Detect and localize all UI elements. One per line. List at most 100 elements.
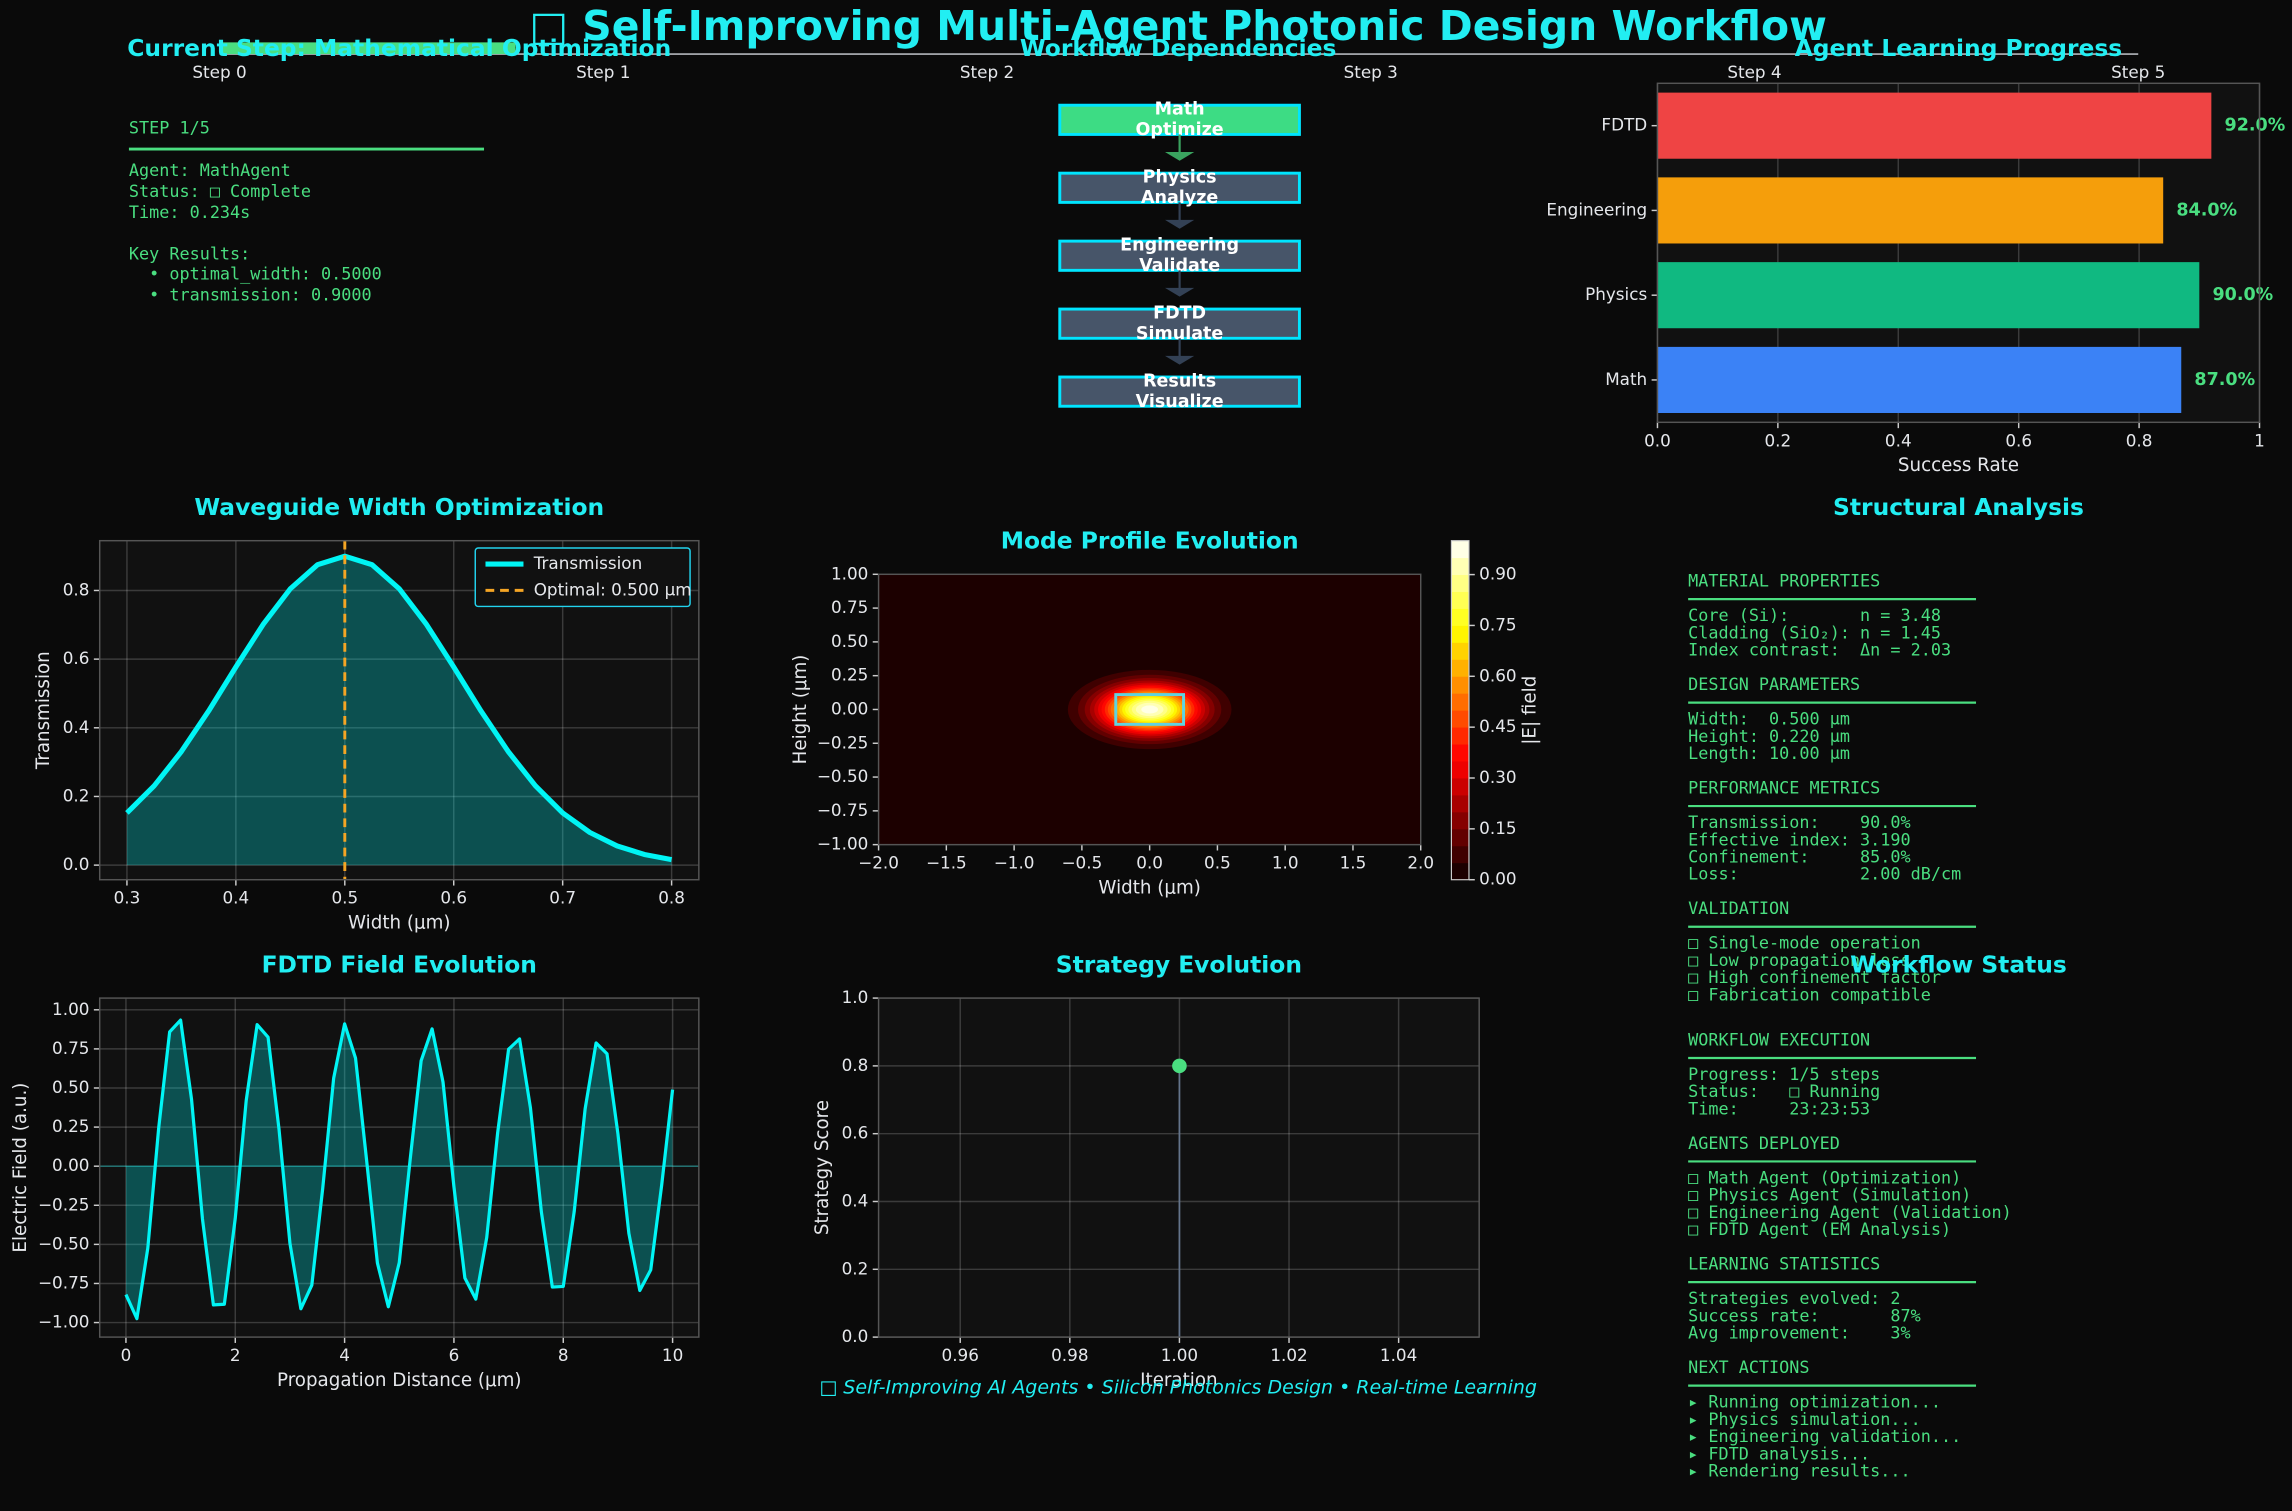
x-axis-label: Width (μm) <box>1098 877 1200 898</box>
step-label: Step 2 <box>960 62 1014 82</box>
x-axis-label: Iteration <box>1140 1370 1217 1391</box>
x-tick-label: −0.5 <box>1061 853 1102 873</box>
chart-title: Strategy Evolution <box>1056 950 1302 978</box>
node-name: Math <box>1155 100 1205 120</box>
section-line: □ Low propagation loss <box>1688 950 1910 970</box>
section-line: Effective index: 3.190 <box>1688 829 1910 849</box>
x-tick-label: 0.6 <box>440 888 467 908</box>
y-tick-label: 0.4 <box>63 717 90 737</box>
arrow-head <box>1164 287 1195 297</box>
point <box>1172 1058 1187 1074</box>
y-tick-label: −0.75 <box>817 800 868 820</box>
x-tick-label: 0.0 <box>1644 430 1671 450</box>
y-tick-label: −0.50 <box>38 1233 89 1253</box>
step-label: Step 3 <box>1344 62 1398 82</box>
step-label: Step 5 <box>2111 62 2165 82</box>
y-tick-label: 0.75 <box>52 1038 89 1058</box>
x-tick-label: 1.5 <box>1340 853 1367 873</box>
section-line: Confinement: 85.0% <box>1688 846 1910 866</box>
node-name: Results <box>1143 371 1216 391</box>
section-heading: AGENTS DEPLOYED <box>1688 1133 1840 1153</box>
result-line: • transmission: 0.9000 <box>129 285 372 305</box>
colorbar-band <box>1451 608 1469 626</box>
section-line: Cladding (SiO₂): n = 1.45 <box>1688 622 1941 642</box>
category-label: Math <box>1605 369 1647 389</box>
x-tick-label: 0 <box>121 1345 132 1365</box>
panel-title: Workflow Status <box>1850 950 2067 978</box>
colorbar-band <box>1451 845 1469 864</box>
y-tick-label: 0.25 <box>831 665 868 685</box>
colorbar-band <box>1451 540 1469 559</box>
x-tick-label: 0.5 <box>331 888 358 908</box>
x-tick-label: −2.0 <box>858 853 899 873</box>
node-action: Optimize <box>1136 120 1224 140</box>
colorbar-tick-label: 0.00 <box>1479 869 1516 889</box>
contour-map <box>878 574 1421 845</box>
legend-label: Transmission <box>533 553 643 573</box>
bar <box>1657 92 2212 159</box>
panel-title: Workflow Dependencies <box>1020 34 1337 62</box>
x-tick-label: 2 <box>230 1345 241 1365</box>
y-tick-label: 0.2 <box>63 785 90 805</box>
y-tick-label: 0.75 <box>831 597 868 617</box>
x-tick-label: 0.8 <box>658 888 685 908</box>
panel-title: Current Step: Mathematical Optimization <box>127 34 671 62</box>
bar <box>1657 346 2182 413</box>
colorbar-tick-label: 0.90 <box>1479 564 1516 584</box>
colorbar-border <box>1450 540 1470 881</box>
bar <box>1657 177 2164 244</box>
x-tick-label: 1.00 <box>1161 1345 1198 1365</box>
y-tick-label: 0.50 <box>52 1077 89 1097</box>
chart-title: Mode Profile Evolution <box>1001 527 1299 555</box>
y-tick-label: 0.00 <box>52 1155 89 1175</box>
section-line: Status: □ Running <box>1688 1081 1880 1101</box>
section-line: Index contrast: Δn = 2.03 <box>1688 640 1951 660</box>
colorbar-tick-label: 0.45 <box>1479 716 1516 736</box>
step-header: STEP 1/5 <box>129 118 210 138</box>
section-line: □ Single-mode operation <box>1688 933 1921 953</box>
results-title: Key Results: <box>129 243 250 263</box>
category-label: Engineering <box>1546 199 1647 219</box>
colorbar-tick-label: 0.15 <box>1479 818 1516 838</box>
x-tick-label: 4 <box>339 1345 350 1365</box>
plot-border <box>877 573 1422 846</box>
colorbar-band <box>1451 761 1469 779</box>
section-heading: NEXT ACTIONS <box>1688 1357 1809 1377</box>
x-tick-label: 6 <box>449 1345 460 1365</box>
colorbar-band <box>1451 557 1469 576</box>
y-tick-label: 0.4 <box>842 1190 869 1210</box>
colorbar-band <box>1451 676 1469 694</box>
section-line: □ High confinement factor <box>1688 967 1941 987</box>
y-tick-label: 0.8 <box>842 1055 869 1075</box>
colorbar-band <box>1451 574 1469 592</box>
colorbar-band <box>1451 794 1469 813</box>
y-tick-label: 0.2 <box>842 1258 869 1278</box>
section-line: Success rate: 87% <box>1688 1305 1921 1325</box>
colorbar-band <box>1451 862 1469 881</box>
colorbar-band <box>1451 642 1469 660</box>
section-line: Height: 0.220 μm <box>1688 726 1850 746</box>
section-heading: VALIDATION <box>1688 898 1789 918</box>
progress-fill <box>219 42 516 55</box>
y-tick-label: −0.25 <box>38 1194 89 1214</box>
result-line: • optimal_width: 0.5000 <box>129 264 382 284</box>
colorbar-band <box>1451 591 1469 609</box>
workflow-node <box>1058 103 1301 136</box>
y-tick-label: 0.0 <box>842 1326 869 1346</box>
y-tick-label: 0.6 <box>63 648 90 668</box>
y-axis-label: Strategy Score <box>812 1100 833 1235</box>
value-label: 90.0% <box>2212 285 2273 305</box>
section-heading: PERFORMANCE METRICS <box>1688 778 1880 798</box>
y-tick-label: −0.50 <box>817 766 868 786</box>
line <box>124 1018 675 1321</box>
legend-label: Optimal: 0.500 μm <box>534 579 692 599</box>
y-tick-label: 0.8 <box>63 579 90 599</box>
section-line: □ Math Agent (Optimization) <box>1688 1167 1961 1187</box>
y-tick-label: 0.6 <box>842 1123 869 1143</box>
x-tick-label: 8 <box>558 1345 569 1365</box>
node-action: Visualize <box>1136 392 1224 412</box>
section-line: Width: 0.500 μm <box>1688 709 1850 729</box>
section-line: Time: 23:23:53 <box>1688 1098 1870 1118</box>
arrow-head <box>1164 151 1195 161</box>
section-line: □ Fabrication compatible <box>1688 984 1931 1004</box>
